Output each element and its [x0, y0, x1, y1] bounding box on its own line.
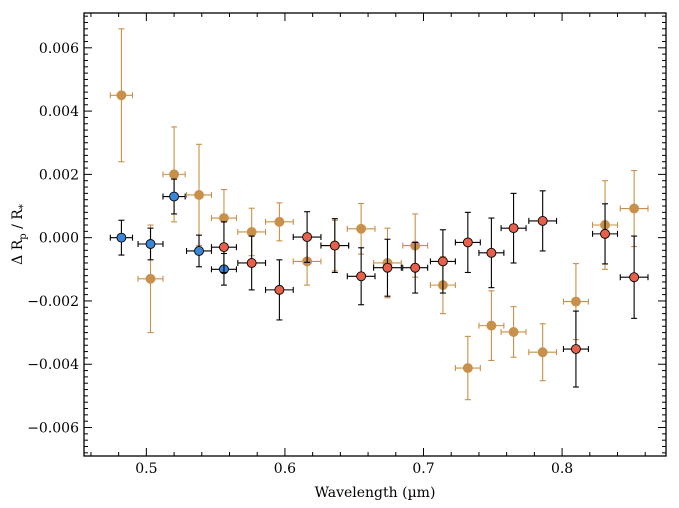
y-tick-label: −0.002: [27, 294, 79, 310]
data-point: [454, 211, 481, 274]
series-3: [210, 190, 649, 388]
data-point: [373, 238, 402, 297]
y-tick-labels: −0.006 −0.004 −0.002 0.000 0.002 0.004 0.006: [27, 41, 79, 437]
data-point: [528, 190, 558, 252]
data-marker: [486, 247, 497, 258]
series-1: [109, 28, 649, 401]
axis-ticks: [84, 13, 666, 456]
data-marker: [169, 191, 180, 202]
chart-marks: [109, 28, 649, 401]
data-point: [109, 28, 134, 163]
data-point: [237, 235, 267, 291]
y-tick-label: 0.004: [39, 104, 79, 120]
data-marker: [486, 320, 497, 331]
x-tick-label: 0.6: [274, 461, 296, 477]
data-point: [454, 335, 481, 401]
data-marker: [629, 203, 640, 214]
data-marker: [508, 223, 519, 234]
data-marker: [302, 232, 313, 242]
x-tick-labels: 0.5 0.6 0.7 0.8: [135, 461, 573, 477]
data-marker: [194, 246, 204, 256]
y-tick-label: 0.002: [39, 167, 79, 183]
data-point: [562, 310, 589, 388]
data-marker: [145, 273, 156, 284]
y-tick-label: −0.004: [27, 357, 79, 373]
data-marker: [274, 284, 285, 295]
data-point: [528, 323, 558, 382]
data-point: [320, 218, 350, 274]
data-point: [264, 259, 294, 321]
data-marker: [274, 216, 285, 227]
data-marker: [329, 240, 340, 251]
data-point: [210, 221, 237, 274]
data-point: [264, 202, 294, 242]
data-marker: [600, 228, 610, 239]
data-point: [500, 192, 527, 264]
data-point: [346, 202, 376, 255]
data-marker: [116, 90, 127, 101]
data-marker: [246, 258, 257, 268]
x-tick-label: 0.7: [412, 461, 434, 477]
data-marker: [356, 223, 367, 234]
y-axis-title: Δ Rp / R*: [10, 204, 29, 265]
y-axis-title-divider: / R: [10, 209, 26, 234]
x-tick-label: 0.8: [551, 461, 573, 477]
data-marker: [537, 347, 548, 358]
data-marker: [437, 256, 448, 267]
data-marker: [570, 296, 581, 307]
plot-frame: [83, 12, 667, 457]
data-marker: [410, 262, 421, 273]
data-marker: [219, 213, 229, 223]
data-point: [292, 211, 322, 263]
x-axis-title: Wavelength (µm): [315, 485, 436, 501]
data-point: [162, 178, 186, 215]
data-point: [478, 290, 505, 361]
y-axis-title-subscript-star: *: [18, 204, 29, 209]
data-point: [185, 143, 213, 247]
data-marker: [382, 262, 393, 273]
data-marker: [629, 272, 640, 283]
data-marker: [570, 344, 581, 354]
data-marker: [219, 242, 229, 253]
series-2: [109, 178, 237, 286]
y-tick-label: 0.000: [39, 231, 79, 247]
data-marker: [145, 239, 156, 249]
data-point: [619, 170, 649, 248]
data-point: [185, 234, 213, 268]
data-point: [478, 217, 505, 289]
data-marker: [246, 227, 257, 237]
data-point: [402, 241, 429, 294]
data-marker: [194, 189, 204, 200]
y-tick-label: −0.006: [27, 421, 79, 437]
data-marker: [356, 271, 367, 282]
data-marker: [169, 169, 180, 180]
y-tick-label: 0.006: [39, 41, 79, 57]
x-tick-label: 0.5: [135, 461, 157, 477]
data-marker: [537, 215, 548, 226]
y-axis-title-subscript-p: p: [18, 233, 29, 239]
data-marker: [508, 327, 519, 337]
data-point: [346, 247, 376, 306]
data-point: [109, 219, 134, 256]
data-marker: [462, 237, 473, 248]
data-point: [137, 227, 164, 261]
y-axis-title-main: Δ R: [10, 239, 26, 265]
data-point: [500, 306, 527, 358]
data-point: [619, 235, 649, 319]
data-marker: [462, 363, 473, 373]
data-point: [429, 229, 456, 294]
data-point: [592, 203, 619, 265]
data-marker: [116, 232, 127, 243]
